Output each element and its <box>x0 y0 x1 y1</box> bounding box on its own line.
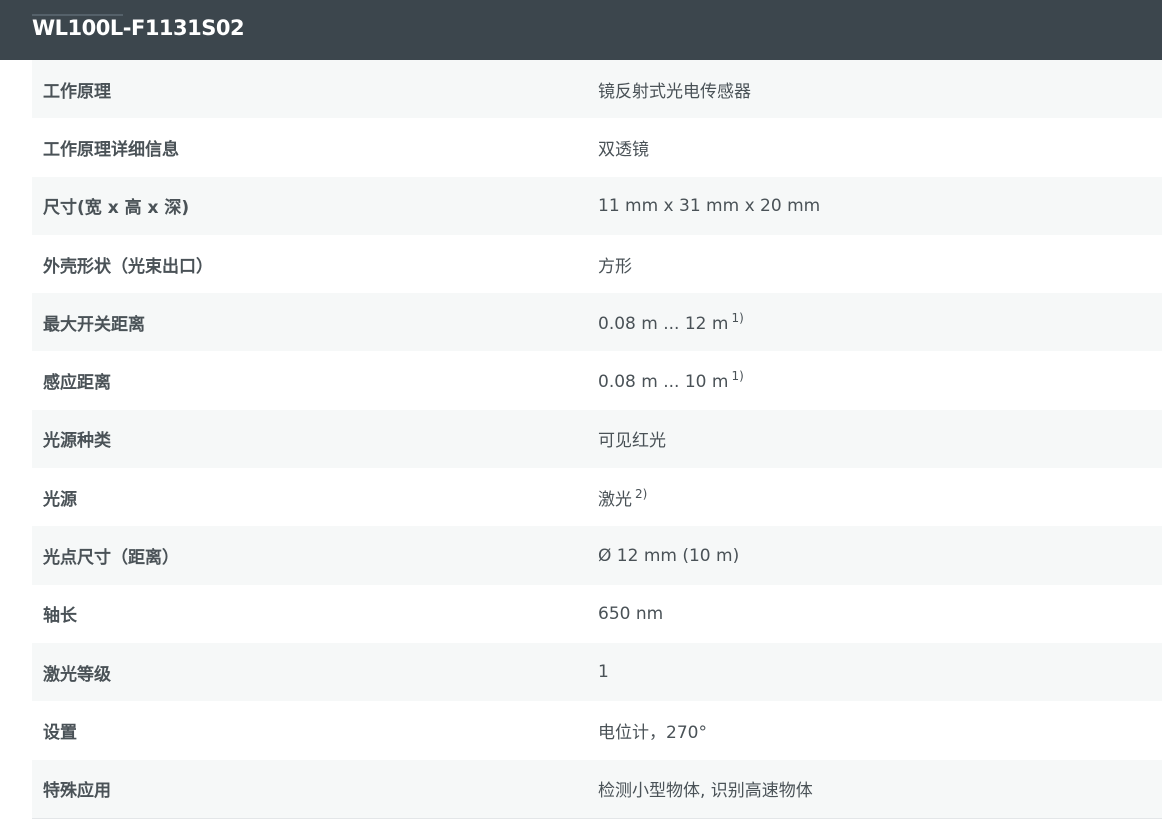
spec-value: 0.08 m ... 10 m 1) <box>598 369 1162 392</box>
spec-value-text: 电位计，270° <box>598 722 707 743</box>
spec-label: 特殊应用 <box>43 781 111 802</box>
spec-value-text: 镜反射式光电传感器 <box>598 81 751 102</box>
spec-value-text: 检测小型物体, 识别高速物体 <box>598 781 813 802</box>
header-accent-line <box>32 14 123 16</box>
spec-value-text: 激光 <box>598 489 632 510</box>
spec-row: 工作原理 镜反射式光电传感器 <box>32 60 1162 119</box>
spec-row: 设置 电位计，270° <box>32 701 1162 759</box>
spec-label: 最大开关距离 <box>43 314 145 335</box>
spec-row: 工作原理详细信息 双透镜 <box>32 118 1162 176</box>
spec-value-text: 0.08 m ... 12 m <box>598 313 729 334</box>
spec-label: 轴长 <box>43 606 77 627</box>
spec-value-text: 0.08 m ... 10 m <box>598 372 729 393</box>
spec-value: 11 mm x 31 mm x 20 mm <box>598 196 1162 216</box>
spec-value: 镜反射式光电传感器 <box>598 77 1162 102</box>
spec-row: 激光等级 1 <box>32 642 1162 702</box>
footnote-ref[interactable]: 2) <box>635 486 648 501</box>
spec-value-text: Ø 12 mm (10 m) <box>598 545 740 566</box>
spec-row: 尺寸(宽 x 高 x 深) 11 mm x 31 mm x 20 mm <box>32 176 1162 235</box>
spec-value: Ø 12 mm (10 m) <box>598 546 1162 566</box>
spec-row: 轴长 650 nm <box>32 585 1162 643</box>
spec-row: 外壳形状（光束出口） 方形 <box>32 235 1162 293</box>
spec-value-text: 方形 <box>598 256 632 277</box>
product-header: WL100L-F1131S02 <box>0 0 1162 60</box>
spec-label: 光点尺寸（距离） <box>43 548 179 569</box>
spec-value: 0.08 m ... 12 m 1) <box>598 311 1162 334</box>
spec-value-text: 650 nm <box>598 603 664 624</box>
spec-value-text: 11 mm x 31 mm x 20 mm <box>598 195 821 216</box>
spec-row: 特殊应用 检测小型物体, 识别高速物体 <box>32 759 1162 819</box>
spec-table: 工作原理 镜反射式光电传感器工作原理详细信息 双透镜尺寸(宽 x 高 x 深) 11 … <box>32 60 1162 819</box>
spec-label: 外壳形状（光束出口） <box>43 256 213 277</box>
spec-label: 感应距离 <box>43 373 111 394</box>
spec-value-text: 1 <box>598 662 609 683</box>
spec-value: 方形 <box>598 252 1162 277</box>
spec-value: 激光 2) <box>598 485 1162 510</box>
footnote-ref[interactable]: 1) <box>731 369 744 384</box>
spec-value: 650 nm <box>598 604 1162 624</box>
footnote-ref[interactable]: 1) <box>731 310 744 325</box>
spec-value: 检测小型物体, 识别高速物体 <box>598 776 1162 801</box>
spec-value-text: 双透镜 <box>598 139 649 160</box>
spec-row: 光源种类 可见红光 <box>32 409 1162 469</box>
spec-row: 光源 激光 2) <box>32 468 1162 526</box>
spec-row: 光点尺寸（距离） Ø 12 mm (10 m) <box>32 526 1162 585</box>
spec-value: 电位计，270° <box>598 718 1162 743</box>
spec-label: 设置 <box>43 722 77 743</box>
spec-label: 工作原理详细信息 <box>43 139 179 160</box>
spec-row: 感应距离 0.08 m ... 10 m 1) <box>32 351 1162 409</box>
spec-value-text: 可见红光 <box>598 431 666 452</box>
spec-label: 光源种类 <box>43 431 111 452</box>
spec-label: 激光等级 <box>43 664 111 685</box>
spec-value: 1 <box>598 662 1162 682</box>
spec-label: 光源 <box>43 489 77 510</box>
spec-value: 双透镜 <box>598 135 1162 160</box>
product-title: WL100L-F1131S02 <box>32 16 245 40</box>
spec-label: 工作原理 <box>43 81 111 102</box>
spec-label: 尺寸(宽 x 高 x 深) <box>43 198 190 219</box>
spec-row: 最大开关距离 0.08 m ... 12 m 1) <box>32 293 1162 352</box>
spec-value: 可见红光 <box>598 426 1162 451</box>
